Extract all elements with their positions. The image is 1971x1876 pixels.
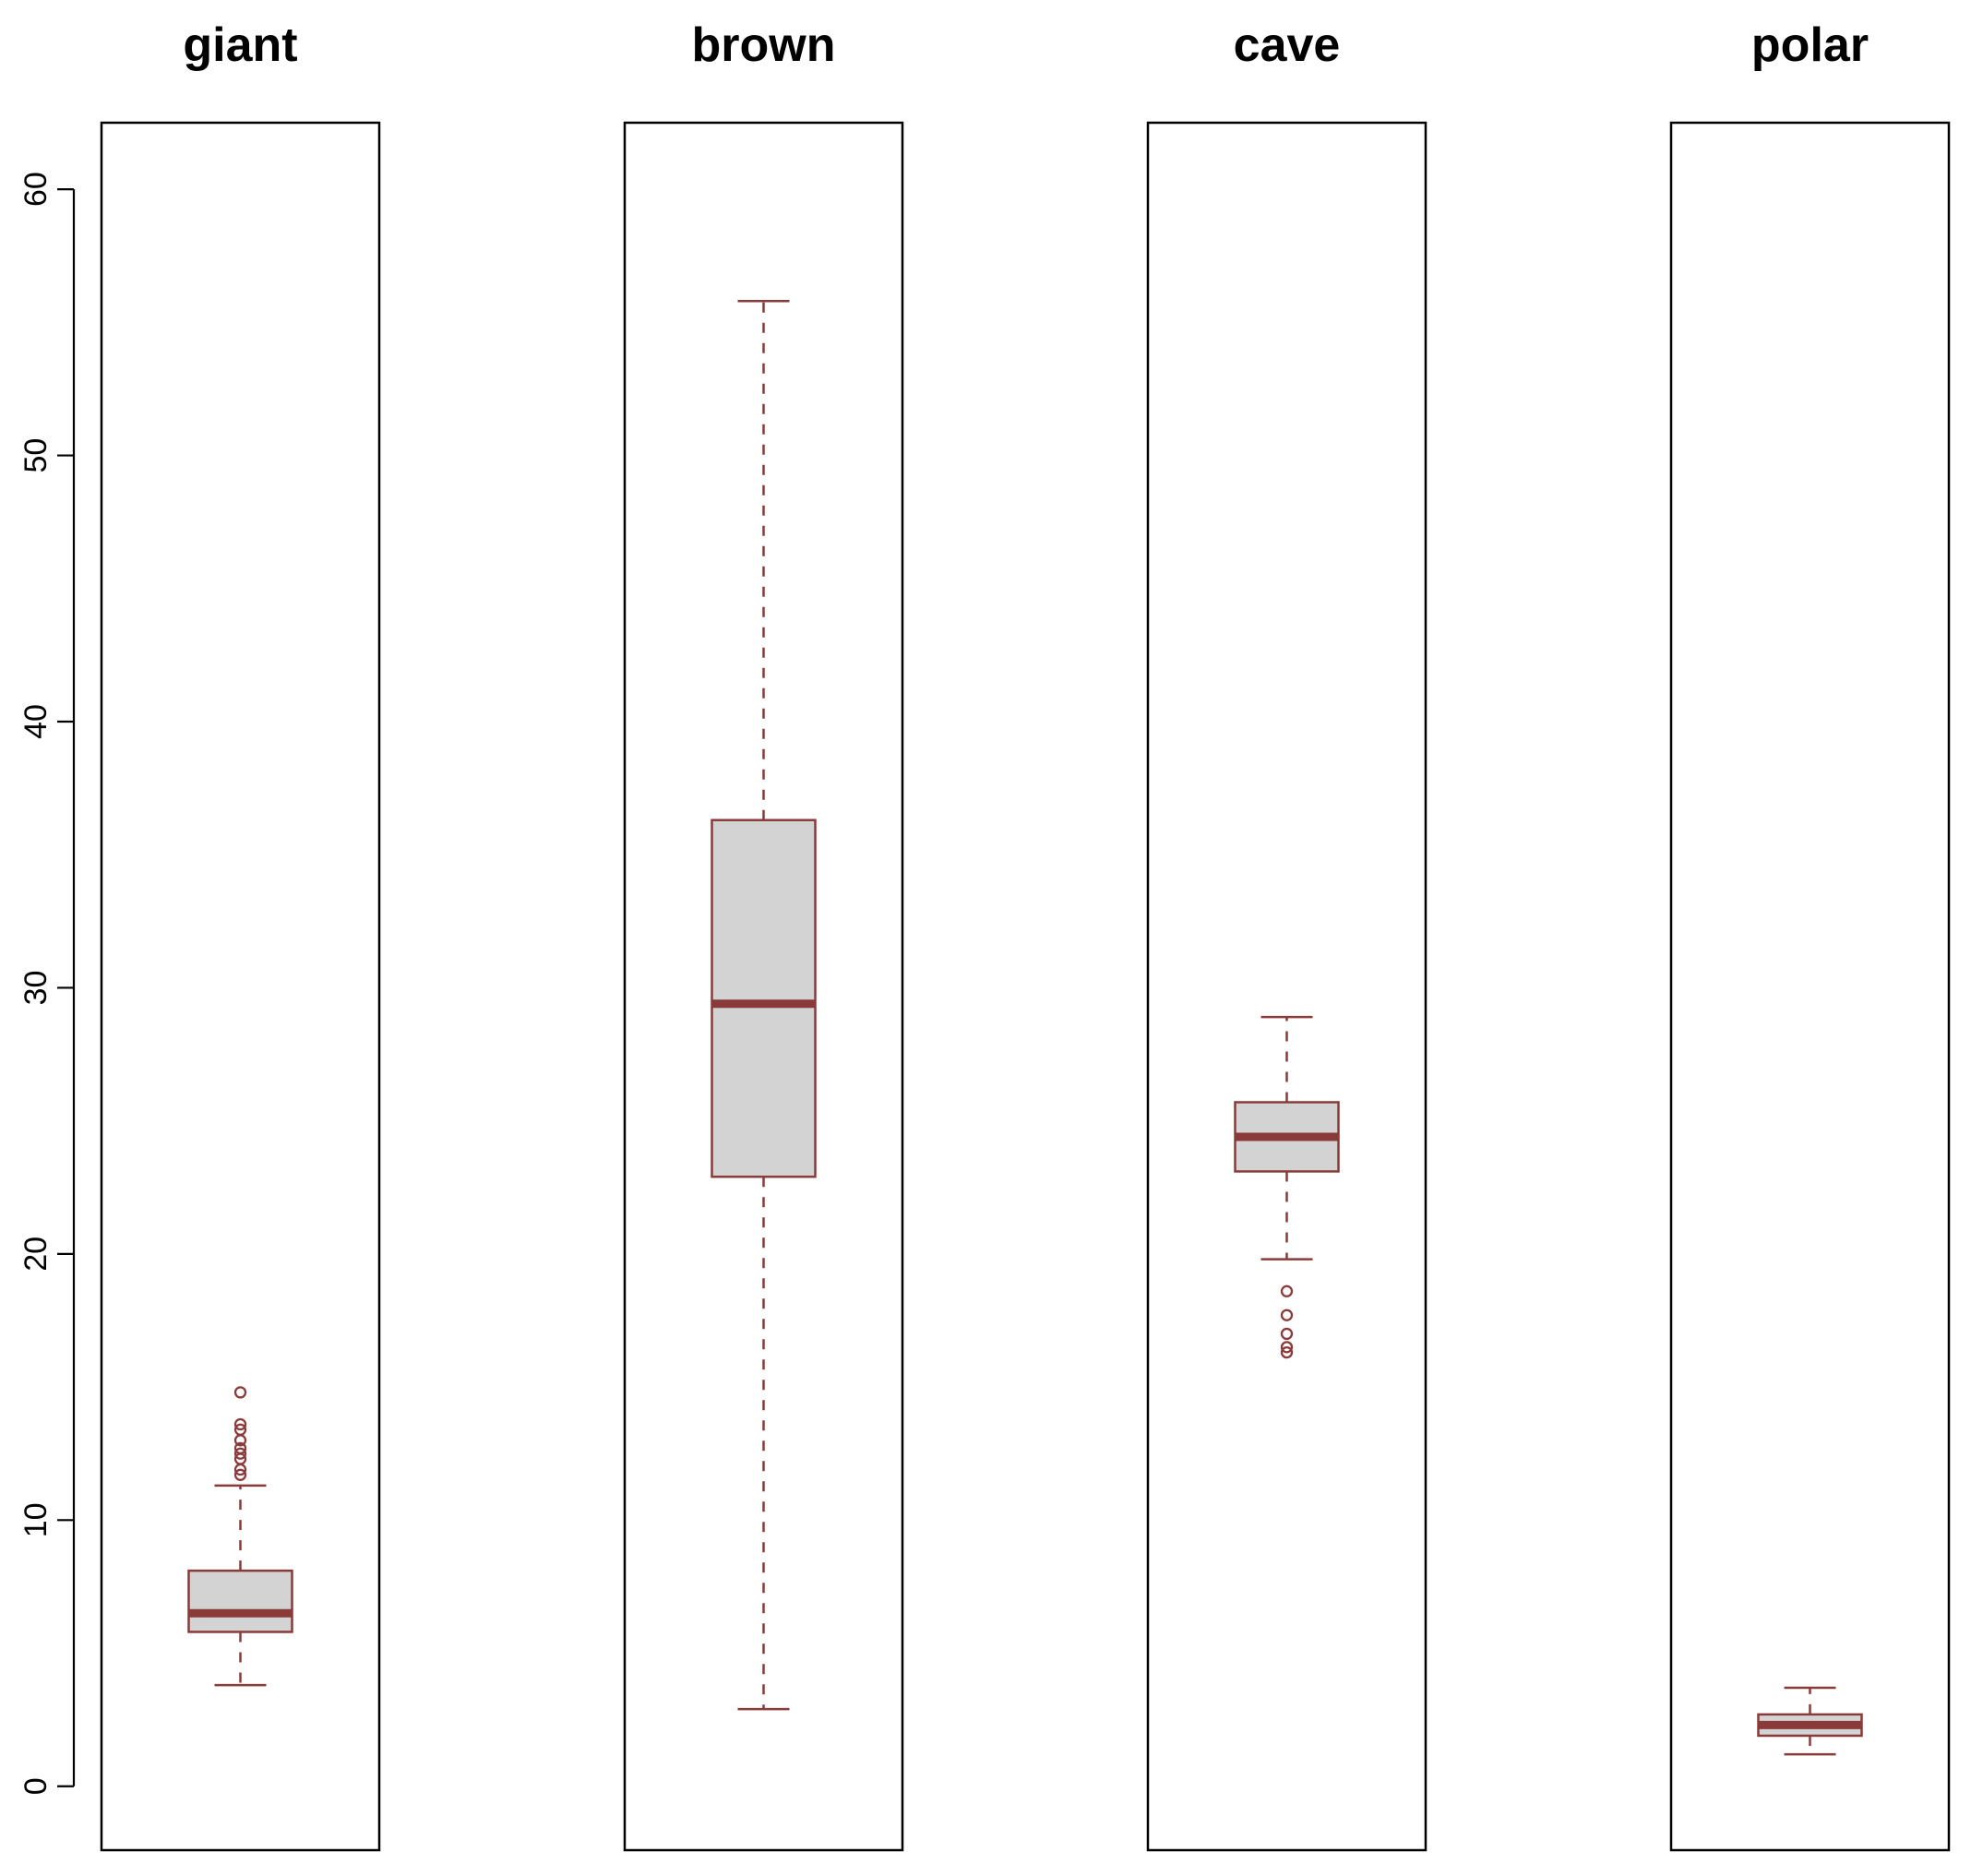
outlier-point [1280,1327,1294,1341]
outlier-point [233,1468,247,1481]
outlier-point [1280,1341,1294,1354]
panel-title-brown: brown [692,18,836,72]
panel-frame-cave [1146,121,1427,1852]
outlier-point [1280,1285,1294,1297]
panel-frame-polar [1669,121,1951,1852]
box-iqr [187,1569,293,1633]
y-tick-label: 0 [18,1777,54,1795]
outlier-point [233,1441,247,1455]
y-tick-label: 50 [18,438,54,473]
y-tick-label: 10 [18,1502,54,1537]
outlier-point [233,1423,247,1436]
y-tick-label: 40 [18,704,54,739]
panel-frame-giant [100,121,381,1852]
panel-title-giant: giant [183,18,297,72]
outlier-point [233,1447,247,1460]
box-iqr [711,819,817,1178]
panel-title-cave: cave [1234,18,1341,72]
y-tick-label: 30 [18,971,54,1006]
outlier-point [1280,1345,1294,1359]
outlier-point [1280,1308,1294,1321]
y-tick-label: 20 [18,1237,54,1272]
panel-title-polar: polar [1751,18,1869,72]
panel-frame-brown [623,121,904,1852]
outlier-point [233,1417,247,1431]
y-tick-label: 60 [18,172,54,207]
outlier-point [233,1386,247,1399]
